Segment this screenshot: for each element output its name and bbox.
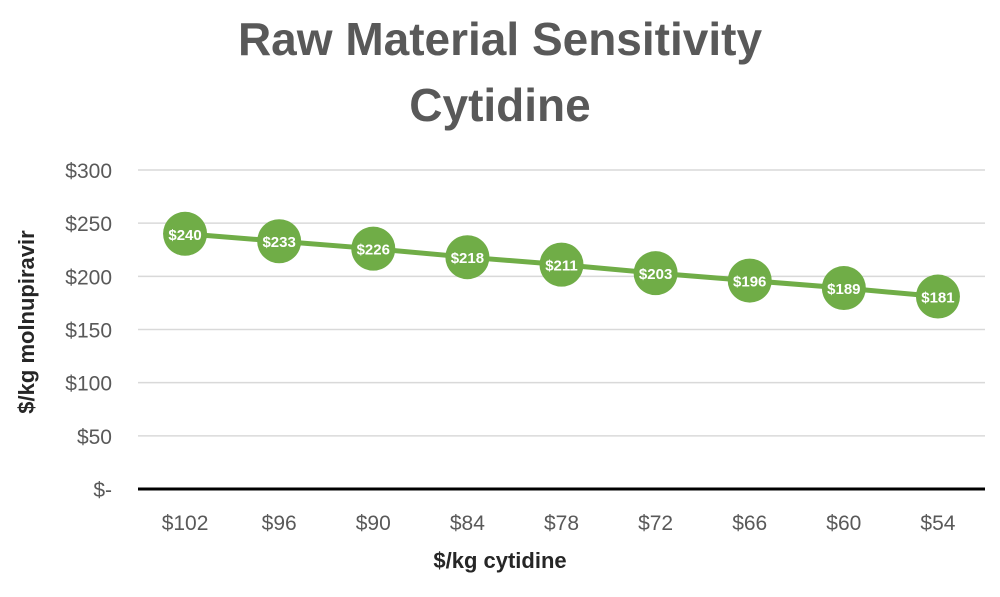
y-tick-label: $200 xyxy=(65,266,112,289)
data-label: $189 xyxy=(827,281,860,298)
data-point-marker xyxy=(915,274,960,319)
chart-title: Raw Material Sensitivity xyxy=(237,13,763,65)
data-label: $211 xyxy=(545,258,578,275)
x-tick-label: $102 xyxy=(162,512,209,535)
x-tick-label: $96 xyxy=(262,512,297,535)
y-tick-label: $300 xyxy=(65,160,112,183)
y-tick-label: $150 xyxy=(65,320,112,343)
data-label: $181 xyxy=(921,290,954,307)
x-tick-label: $60 xyxy=(826,512,861,535)
x-tick-label: $72 xyxy=(638,512,673,535)
data-point-marker xyxy=(633,251,678,296)
data-point-marker xyxy=(351,226,396,271)
y-axis-label: $/kg molnupiravir xyxy=(14,230,39,414)
data-point-marker xyxy=(727,258,772,303)
x-tick-label: $66 xyxy=(732,512,767,535)
data-point-marker xyxy=(445,235,490,280)
data-label: $226 xyxy=(357,242,390,259)
x-axis-label: $/kg cytidine xyxy=(433,548,567,573)
data-point-marker xyxy=(821,266,866,311)
chart-subtitle: Cytidine xyxy=(409,79,591,131)
y-tick-label: $50 xyxy=(77,426,112,449)
x-tick-label: $54 xyxy=(920,512,955,535)
data-label: $240 xyxy=(168,227,201,244)
y-tick-label: $250 xyxy=(65,213,112,236)
x-tick-label: $90 xyxy=(356,512,391,535)
data-point-marker xyxy=(539,242,584,287)
data-point-marker xyxy=(163,211,208,256)
x-tick-label: $84 xyxy=(450,512,485,535)
y-tick-label: $100 xyxy=(65,373,112,396)
data-label: $218 xyxy=(451,250,484,267)
y-tick-label: $- xyxy=(93,479,112,502)
data-label: $203 xyxy=(639,266,672,283)
x-tick-label: $78 xyxy=(544,512,579,535)
data-label: $196 xyxy=(733,274,766,291)
data-label: $233 xyxy=(262,234,295,251)
data-point-marker xyxy=(257,219,302,264)
